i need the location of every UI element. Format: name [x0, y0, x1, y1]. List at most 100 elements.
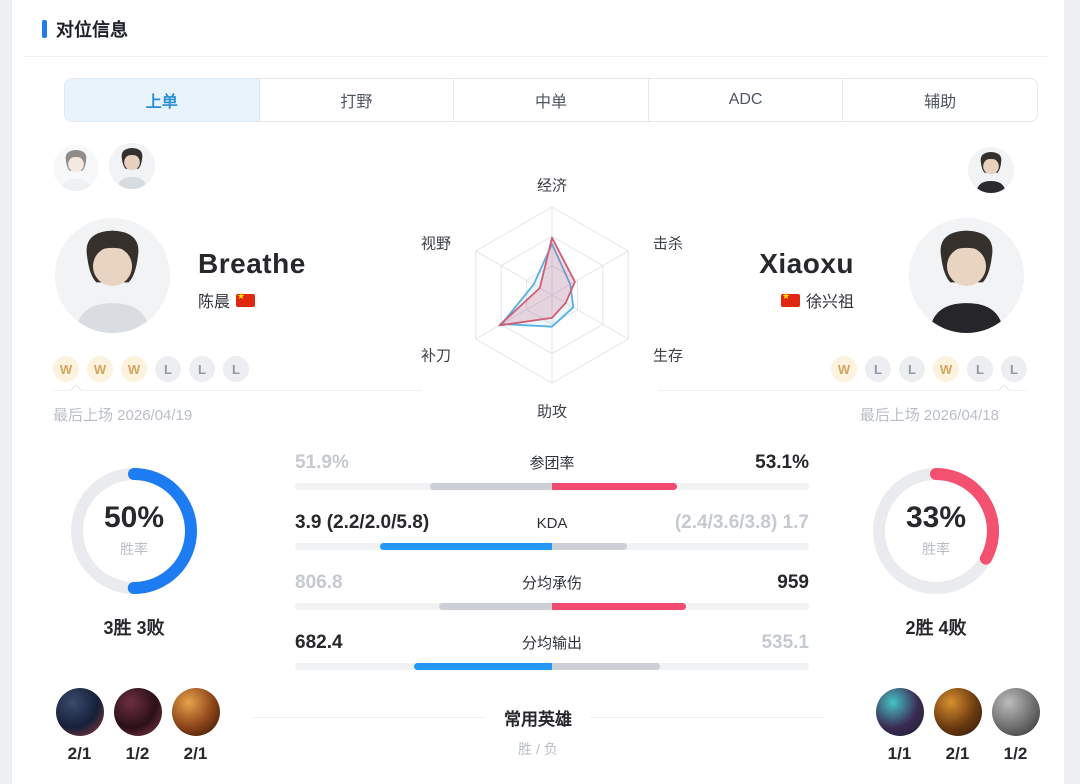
- stat-row: 806.8 分均承伤 959: [295, 572, 809, 610]
- champion-score: 1/1: [887, 744, 912, 763]
- section-header: 对位信息: [42, 16, 128, 42]
- stat-right-value: 535.1: [761, 632, 809, 653]
- right-player-realname: 徐兴祖: [805, 294, 854, 311]
- champion-icon[interactable]: [55, 688, 104, 736]
- loss-badge: L: [189, 356, 215, 382]
- section-marker: [42, 20, 47, 38]
- champion-score: 1/2: [1003, 744, 1028, 763]
- radar-axis-label: 击杀: [652, 235, 684, 253]
- stat-bar: [295, 603, 809, 610]
- stat-right-value: 53.1%: [755, 452, 809, 473]
- left-record-divider: [53, 384, 422, 396]
- champion-icon[interactable]: [113, 688, 162, 736]
- right-record-divider: [658, 384, 1027, 396]
- champion-icon[interactable]: [875, 688, 924, 736]
- stat-left-value: 51.9%: [295, 452, 349, 473]
- tab-5[interactable]: 辅助: [924, 94, 957, 111]
- tab-3[interactable]: 中单: [454, 79, 649, 121]
- heroes-subtitle: 胜 / 负: [518, 741, 558, 757]
- left-player-avatar: [55, 218, 170, 333]
- right-player-avatar: [909, 218, 1024, 333]
- win-loss-record: 3胜 3败: [103, 618, 165, 638]
- winrate-label: 胜率: [922, 541, 950, 557]
- stat-right-value: 959: [777, 572, 809, 593]
- left-winrate-donut: 50% 胜率 3胜 3败: [34, 468, 234, 640]
- player-photo: [53, 145, 99, 191]
- header-divider: [23, 56, 1047, 57]
- heroes-title: 常用英雄: [504, 710, 572, 729]
- stat-left-value: 806.8: [295, 572, 343, 593]
- champion-score: 1/2: [125, 744, 150, 763]
- stat-bar: [295, 663, 809, 670]
- right-last-played: 最后上场 2026/04/18: [859, 407, 999, 424]
- right-player-name: Xiaoxu: [759, 248, 854, 279]
- loss-badge: L: [899, 356, 925, 382]
- left-player-identity: Breathe 陈晨: [198, 248, 306, 312]
- winrate-percent: 50%: [103, 501, 165, 534]
- left-history-avatar-1[interactable]: [53, 145, 99, 191]
- winrate-label: 胜率: [120, 541, 148, 557]
- tab-2[interactable]: 打野: [260, 79, 455, 121]
- loss-badge: L: [155, 356, 181, 382]
- left-player-realname: 陈晨: [198, 294, 231, 311]
- heroes-divider-right: [590, 717, 824, 718]
- player-photo: [909, 218, 1024, 333]
- champion-icon[interactable]: [991, 688, 1040, 736]
- left-history-avatar-2[interactable]: [109, 143, 155, 189]
- radar-axis-label: 经济: [536, 177, 568, 195]
- radar-axis-label: 助攻: [536, 403, 568, 421]
- player-photo: [55, 218, 170, 333]
- stat-label: KDA: [536, 515, 568, 532]
- stats-comparison: 51.9% 参团率 53.1% 3.9 (2.2/2.0/5.8) KDA (2…: [295, 452, 809, 692]
- right-player-identity: Xiaoxu 徐兴祖: [759, 248, 854, 312]
- right-history-avatar-1[interactable]: [968, 147, 1014, 193]
- win-badge: W: [87, 356, 113, 382]
- loss-badge: L: [1001, 356, 1027, 382]
- champion-score: 2/1: [183, 744, 208, 763]
- stat-bar: [295, 543, 809, 550]
- champion-score: 2/1: [945, 744, 970, 763]
- stat-bar: [295, 483, 809, 490]
- left-player-name: Breathe: [198, 248, 306, 279]
- stat-left-value: 3.9 (2.2/2.0/5.8): [295, 512, 430, 533]
- stat-left-value: 682.4: [295, 632, 343, 653]
- stat-row: 51.9% 参团率 53.1%: [295, 452, 809, 490]
- player-photo: [968, 147, 1014, 193]
- stat-right-value: (2.4/3.6/3.8) 1.7: [674, 512, 809, 533]
- heroes-divider-left: [252, 717, 486, 718]
- right-winrate-donut: 33% 胜率 2胜 4败: [836, 468, 1036, 640]
- page-title: 对位信息: [56, 20, 128, 40]
- win-loss-record: 2胜 4败: [905, 618, 967, 638]
- stat-row: 3.9 (2.2/2.0/5.8) KDA (2.4/3.6/3.8) 1.7: [295, 512, 809, 550]
- stat-label: 分均输出: [521, 635, 582, 652]
- win-badge: W: [933, 356, 959, 382]
- left-common-heroes: 2/1 1/2 2/1: [53, 688, 222, 764]
- right-common-heroes: 1/1 2/1 1/2: [873, 688, 1042, 764]
- champion-icon[interactable]: [171, 688, 220, 736]
- win-badge: W: [121, 356, 147, 382]
- champion-score: 2/1: [67, 744, 92, 763]
- china-flag-icon: [236, 291, 256, 307]
- tab-4[interactable]: ADC: [649, 79, 844, 121]
- winrate-percent: 33%: [905, 501, 967, 534]
- tab-1[interactable]: 上单: [65, 79, 260, 121]
- radar-axis-label: 视野: [420, 235, 452, 253]
- loss-badge: L: [223, 356, 249, 382]
- common-heroes-header: 常用英雄 胜 / 负: [252, 705, 824, 759]
- radar-chart: 经济 击杀 生存 助攻 补刀 视野: [392, 163, 712, 433]
- champion-icon[interactable]: [933, 688, 982, 736]
- china-flag-icon: [780, 291, 800, 307]
- stat-label: 参团率: [529, 455, 575, 472]
- radar-axis-label: 补刀: [420, 347, 452, 365]
- win-badge: W: [53, 356, 79, 382]
- loss-badge: L: [967, 356, 993, 382]
- left-last-played: 最后上场 2026/04/19: [53, 407, 193, 424]
- stat-row: 682.4 分均输出 535.1: [295, 632, 809, 670]
- player-photo: [109, 143, 155, 189]
- loss-badge: L: [865, 356, 891, 382]
- win-badge: W: [831, 356, 857, 382]
- role-tabbar: 上单 打野 中单 ADC 辅助: [64, 78, 1038, 122]
